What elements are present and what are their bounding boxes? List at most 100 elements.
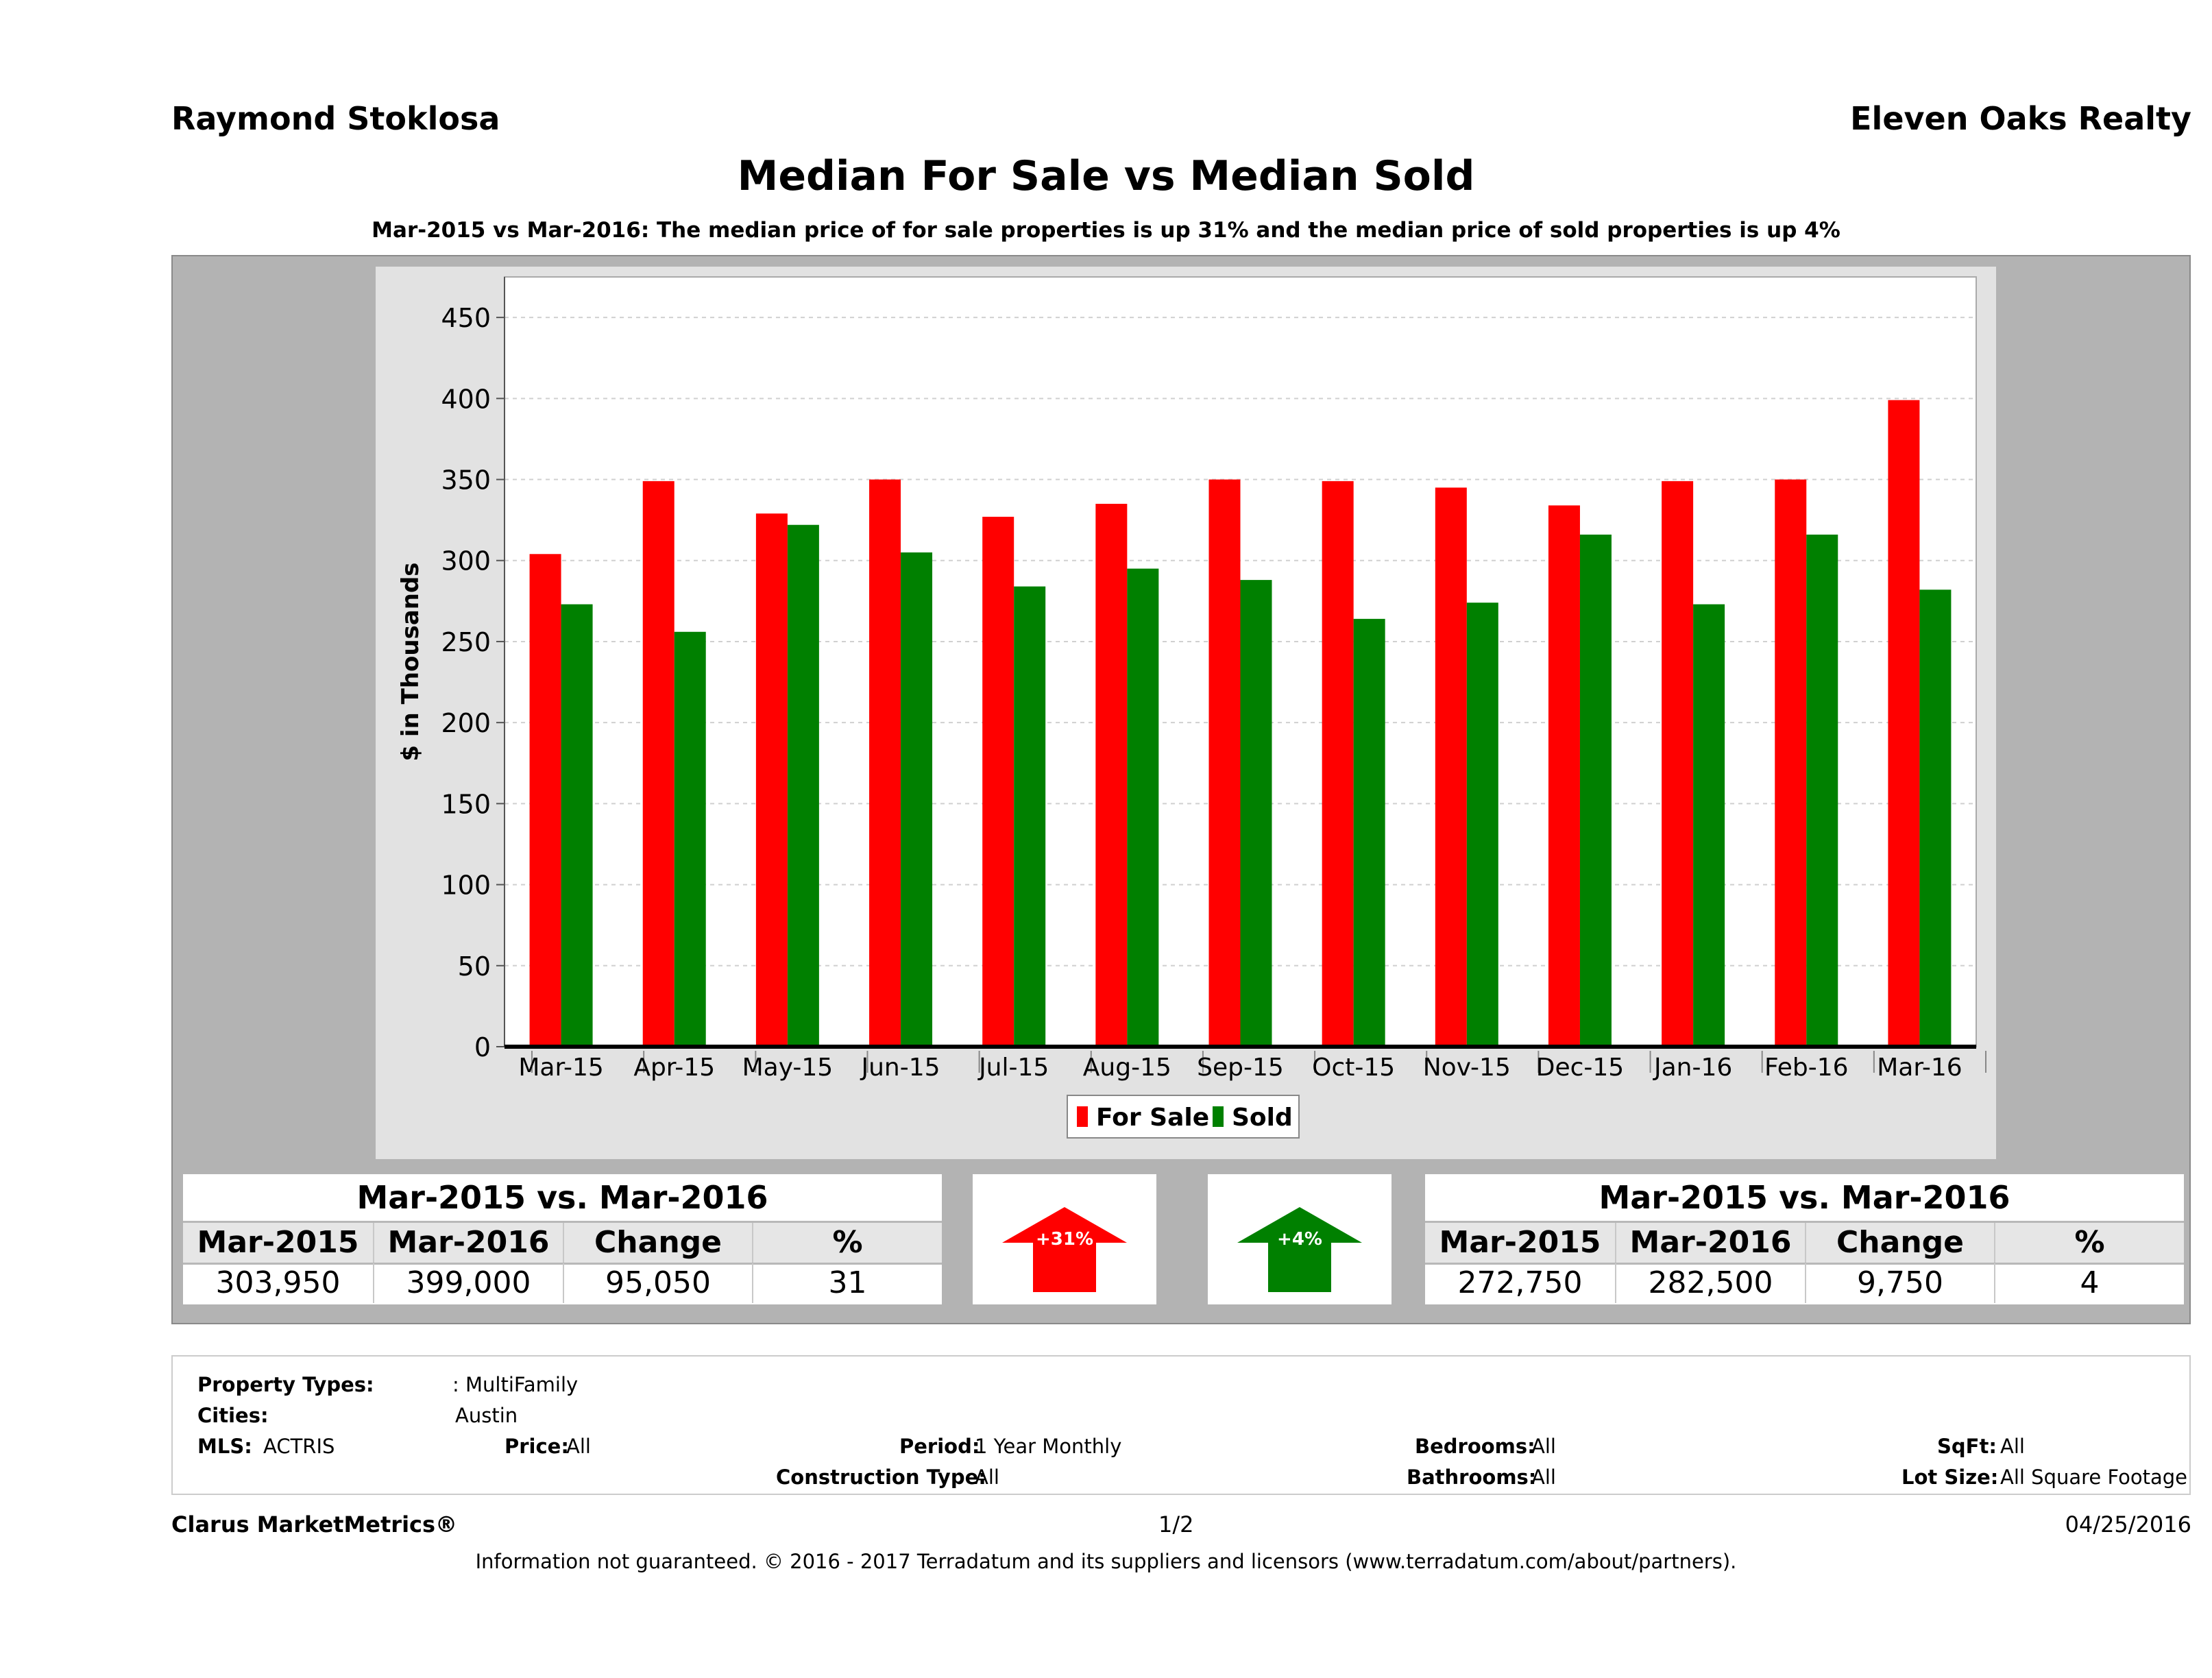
for-sale-value-change: 95,050	[563, 1263, 752, 1303]
y-tick-label: 50	[458, 951, 491, 982]
bar-sold	[787, 524, 819, 1047]
bar-sold	[1127, 568, 1159, 1047]
legend-label-for-sale: For Sale	[1096, 1104, 1209, 1132]
bar-sold	[1919, 589, 1952, 1047]
x-tick-label: Feb-16	[1764, 1054, 1849, 1082]
chart-panel: 0 50 100 150 200 250 300 350 400 450 $ in Thousand…	[171, 255, 2191, 1324]
x-tick-label: May-15	[742, 1054, 834, 1082]
x-tick-label: Sep-15	[1197, 1054, 1284, 1082]
chart-subtitle: Mar-2015 vs Mar-2016: The median price o…	[372, 218, 1840, 243]
bar-for-sale	[1888, 400, 1920, 1047]
construction-type-label: Construction Type:	[776, 1466, 986, 1489]
sold-header-percent: %	[1994, 1223, 2184, 1263]
cities-value: Austin	[455, 1404, 518, 1427]
for-sale-header-change: Change	[563, 1223, 752, 1263]
y-tick-label: 0	[474, 1032, 491, 1062]
y-tick-label: 400	[441, 384, 491, 414]
period-value: 1 Year Monthly	[975, 1435, 1122, 1458]
sqft-label: SqFt:	[1937, 1435, 1997, 1458]
bedrooms-label: Bedrooms:	[1415, 1435, 1535, 1458]
for-sale-change-indicator: +31%	[973, 1174, 1156, 1304]
bar-for-sale	[1095, 503, 1128, 1047]
sold-header-start: Mar-2015	[1439, 1225, 1601, 1260]
price-value: All	[566, 1435, 591, 1458]
for-sale-header-percent: %	[752, 1223, 942, 1263]
agent-name: Raymond Stoklosa	[171, 100, 500, 137]
lot-size-value: All Square Footage	[2000, 1466, 2188, 1489]
sold-header-end: Mar-2016	[1615, 1223, 1805, 1263]
mls-value: ACTRIS	[263, 1435, 335, 1458]
disclaimer: Information not guaranteed. © 2016 - 201…	[475, 1550, 1737, 1573]
bar-for-sale	[982, 516, 1014, 1047]
bar-sold	[674, 631, 706, 1047]
bar-sold	[1806, 534, 1838, 1047]
page-number: 1/2	[1158, 1511, 1194, 1537]
bar-chart: 0 50 100 150 200 250 300 350 400 450 $ in Thousand…	[376, 267, 1996, 1159]
for-sale-value-percent: 31	[752, 1263, 942, 1303]
search-criteria-panel: Property Types: : MultiFamily Cities: Au…	[171, 1355, 2191, 1495]
legend-swatch-for-sale	[1077, 1106, 1088, 1127]
for-sale-value-end: 399,000	[373, 1263, 563, 1303]
property-types-value: : MultiFamily	[452, 1373, 579, 1396]
cities-label: Cities:	[197, 1404, 269, 1427]
lot-size-label: Lot Size:	[1901, 1466, 1999, 1489]
x-tick-label: Jun-15	[860, 1054, 940, 1082]
bar-sold	[901, 552, 933, 1047]
for-sale-header-start: Mar-2015	[197, 1225, 359, 1260]
y-tick-label: 350	[441, 465, 491, 496]
y-tick-label: 300	[441, 546, 491, 576]
for-sale-summary-header-row: Mar-2015 Mar-2016 Change %	[183, 1221, 942, 1265]
property-types-label: Property Types:	[197, 1373, 374, 1396]
y-tick-label: 150	[441, 789, 491, 819]
sold-summary-header-row: Mar-2015 Mar-2016 Change %	[1425, 1221, 2184, 1265]
y-tick-label: 450	[441, 303, 491, 333]
brokerage-name: Eleven Oaks Realty	[1850, 100, 2191, 137]
bar-for-sale	[1208, 479, 1241, 1047]
bar-sold	[1466, 603, 1498, 1047]
bar-for-sale	[529, 554, 561, 1047]
x-tick-label: Apr-15	[633, 1054, 715, 1082]
bar-for-sale	[1435, 487, 1467, 1047]
for-sale-change-label: +31%	[1035, 1229, 1094, 1250]
chart-title: Median For Sale vs Median Sold	[737, 152, 1475, 200]
sold-value-start: 272,750	[1457, 1265, 1583, 1300]
y-axis-label: $ in Thousands	[397, 562, 424, 761]
period-label: Period:	[899, 1435, 980, 1458]
legend-swatch-sold	[1213, 1106, 1224, 1127]
sold-summary-title: Mar-2015 vs. Mar-2016	[1599, 1179, 2010, 1216]
bar-sold	[1240, 580, 1272, 1047]
mls-label: MLS:	[197, 1435, 252, 1458]
bar-sold	[1579, 534, 1612, 1047]
bar-sold	[1353, 618, 1385, 1047]
for-sale-summary-title: Mar-2015 vs. Mar-2016	[356, 1179, 768, 1216]
sold-change-label: +4%	[1277, 1229, 1322, 1250]
y-tick-label: 200	[441, 708, 491, 738]
bar-for-sale	[755, 513, 788, 1047]
construction-type-value: All	[975, 1466, 999, 1489]
product-name: Clarus MarketMetrics®	[171, 1511, 458, 1537]
sold-summary-value-row: 272,750 282,500 9,750 4	[1425, 1263, 2184, 1303]
sold-summary-table: Mar-2015 vs. Mar-2016 Mar-2015 Mar-2016 …	[1425, 1174, 2184, 1304]
up-arrow-icon	[1002, 1207, 1127, 1292]
bar-sold	[1014, 586, 1046, 1047]
bar-for-sale	[869, 479, 901, 1047]
y-tick-label: 250	[441, 627, 491, 657]
bathrooms-value: All	[1531, 1466, 1556, 1489]
up-arrow-icon	[1237, 1207, 1362, 1292]
x-tick-label: Mar-16	[1877, 1054, 1962, 1082]
legend-label-sold: Sold	[1232, 1104, 1293, 1132]
for-sale-summary-table: Mar-2015 vs. Mar-2016 Mar-2015 Mar-2016 …	[183, 1174, 942, 1304]
bedrooms-value: All	[1531, 1435, 1556, 1458]
for-sale-value-start: 303,950	[215, 1265, 341, 1300]
for-sale-summary-value-row: 303,950 399,000 95,050 31	[183, 1263, 942, 1303]
bar-for-sale	[1548, 505, 1580, 1047]
for-sale-header-end: Mar-2016	[373, 1223, 563, 1263]
sold-value-percent: 4	[1994, 1263, 2184, 1303]
bar-sold	[1693, 604, 1725, 1047]
x-tick-label: Mar-15	[518, 1054, 603, 1082]
sold-header-change: Change	[1805, 1223, 1994, 1263]
sold-change-indicator: +4%	[1208, 1174, 1391, 1304]
sold-value-end: 282,500	[1615, 1263, 1805, 1303]
price-label: Price:	[505, 1435, 569, 1458]
bar-sold	[561, 604, 593, 1047]
